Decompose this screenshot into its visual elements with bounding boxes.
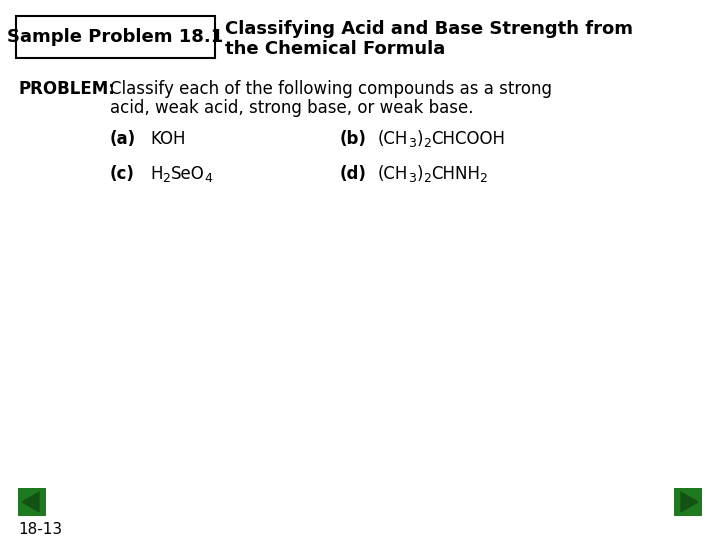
Text: (a): (a)	[110, 130, 136, 148]
Text: (CH: (CH	[378, 130, 408, 148]
Text: (b): (b)	[340, 130, 367, 148]
Text: Sample Problem 18.1: Sample Problem 18.1	[7, 28, 224, 46]
Text: 18-13: 18-13	[18, 522, 62, 537]
Text: PROBLEM:: PROBLEM:	[18, 80, 115, 98]
Text: KOH: KOH	[150, 130, 186, 148]
Text: CHNH: CHNH	[431, 165, 480, 183]
Text: acid, weak acid, strong base, or weak base.: acid, weak acid, strong base, or weak ba…	[110, 99, 474, 117]
Text: ): )	[416, 165, 423, 183]
Text: H: H	[150, 165, 163, 183]
Text: 2: 2	[423, 137, 431, 150]
Text: 2: 2	[480, 172, 487, 185]
Polygon shape	[22, 492, 39, 512]
Text: 3: 3	[408, 172, 416, 185]
Text: the Chemical Formula: the Chemical Formula	[225, 40, 445, 58]
Text: 4: 4	[204, 172, 212, 185]
Bar	[18, 488, 46, 516]
Bar	[674, 488, 702, 516]
Text: Classifying Acid and Base Strength from: Classifying Acid and Base Strength from	[225, 20, 633, 38]
Text: CHCOOH: CHCOOH	[431, 130, 505, 148]
Text: SeO: SeO	[171, 165, 204, 183]
Text: ): )	[416, 130, 423, 148]
Text: 2: 2	[163, 172, 171, 185]
Text: 2: 2	[423, 172, 431, 185]
FancyBboxPatch shape	[16, 16, 215, 58]
Text: (CH: (CH	[378, 165, 408, 183]
Text: (c): (c)	[110, 165, 135, 183]
Text: 3: 3	[408, 137, 416, 150]
Polygon shape	[681, 492, 698, 512]
Text: Classify each of the following compounds as a strong: Classify each of the following compounds…	[110, 80, 552, 98]
Text: (d): (d)	[340, 165, 367, 183]
